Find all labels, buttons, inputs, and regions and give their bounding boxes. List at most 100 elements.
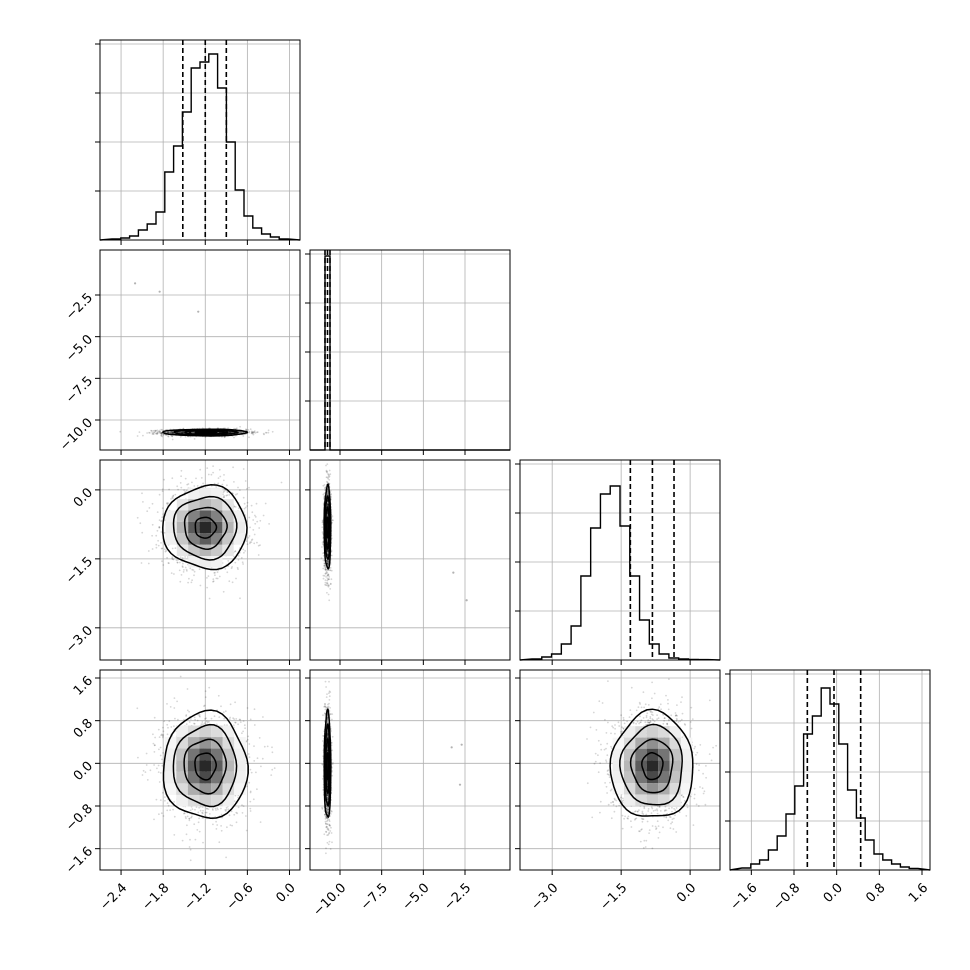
sample-point — [327, 585, 330, 588]
sample-point — [183, 431, 186, 433]
sample-point — [174, 493, 177, 496]
sample-point — [250, 504, 253, 507]
sample-point — [326, 571, 329, 574]
sample-point — [234, 550, 236, 553]
sample-point — [327, 584, 330, 586]
sample-point — [330, 578, 333, 581]
sample-point — [166, 503, 169, 506]
sample-point — [242, 548, 245, 551]
sample-point — [183, 432, 185, 434]
sample-point — [171, 431, 174, 434]
sample-point — [250, 539, 253, 542]
sample-point — [248, 516, 251, 519]
sample-point — [166, 502, 169, 504]
sample-point — [182, 571, 185, 573]
sample-point — [256, 520, 259, 523]
sample-point — [239, 431, 241, 434]
sample-point — [171, 431, 174, 434]
sample-point — [234, 493, 237, 496]
sample-point — [171, 558, 174, 560]
sample-point — [181, 565, 184, 568]
sample-point — [240, 431, 242, 433]
sample-point — [237, 554, 240, 557]
sample-point — [158, 431, 161, 433]
sample-point — [226, 484, 228, 487]
sample-point — [193, 570, 196, 573]
sample-point — [324, 583, 326, 586]
density-cell — [211, 544, 223, 557]
sample-point — [181, 557, 184, 559]
sample-point — [156, 429, 159, 432]
sample-point — [182, 431, 184, 434]
sample-point — [160, 547, 163, 550]
sample-point — [171, 431, 174, 434]
sample-point — [327, 474, 330, 477]
sample-point — [327, 578, 329, 581]
sample-point — [234, 550, 237, 552]
sample-point — [231, 566, 234, 568]
sample-point — [206, 467, 209, 469]
sample-point — [251, 432, 253, 434]
sample-point — [171, 496, 174, 498]
sample-point — [208, 597, 211, 600]
sample-point — [326, 492, 329, 495]
sample-point — [160, 433, 163, 436]
sample-point — [246, 501, 249, 504]
sample-point — [160, 432, 163, 435]
sample-point — [234, 506, 237, 508]
panel-content — [119, 282, 274, 441]
sample-point — [229, 431, 231, 434]
sample-point — [223, 496, 225, 498]
sample-point — [324, 569, 327, 571]
sample-point — [190, 581, 193, 584]
sample-point — [207, 575, 210, 577]
sample-point — [169, 431, 171, 434]
sample-point — [325, 572, 327, 575]
sample-point — [328, 578, 330, 581]
sample-point — [324, 564, 326, 567]
density-cell — [199, 544, 211, 557]
sample-point — [222, 491, 225, 494]
sample-point — [246, 488, 248, 490]
sample-point — [251, 432, 254, 435]
sample-point — [182, 432, 185, 434]
sample-point — [224, 568, 227, 570]
sample-point — [179, 580, 182, 583]
sample-point — [172, 558, 175, 561]
sample-point — [136, 516, 139, 519]
density-cell — [188, 556, 200, 568]
sample-point — [141, 531, 144, 534]
sample-point — [327, 490, 329, 493]
contour-level-4 — [162, 484, 248, 571]
sample-point — [162, 434, 165, 436]
sample-point — [254, 514, 256, 517]
sample-point — [243, 551, 245, 554]
sample-point — [327, 573, 330, 576]
sample-point — [179, 436, 182, 438]
sample-point — [322, 559, 325, 562]
sample-point — [258, 527, 261, 529]
sample-point — [150, 430, 153, 432]
panel-content — [136, 465, 283, 600]
sample-point — [222, 479, 225, 482]
sample-point — [237, 559, 240, 561]
density-cell — [199, 533, 211, 545]
density-cell — [176, 510, 189, 522]
sample-point — [216, 577, 219, 580]
sample-point — [328, 599, 331, 602]
sample-point — [259, 544, 261, 546]
sample-point — [324, 581, 327, 584]
sample-point — [166, 556, 169, 559]
sample-point — [326, 481, 329, 484]
sample-point — [168, 562, 170, 565]
sample-point — [177, 559, 179, 561]
sample-point — [326, 549, 329, 552]
sample-point — [193, 574, 195, 577]
sample-point — [161, 490, 164, 492]
sample-point — [212, 580, 214, 583]
sample-point — [321, 519, 324, 522]
sample-point — [245, 429, 248, 432]
density-cell — [222, 521, 234, 534]
sample-point — [324, 567, 327, 569]
sample-point — [192, 569, 195, 571]
